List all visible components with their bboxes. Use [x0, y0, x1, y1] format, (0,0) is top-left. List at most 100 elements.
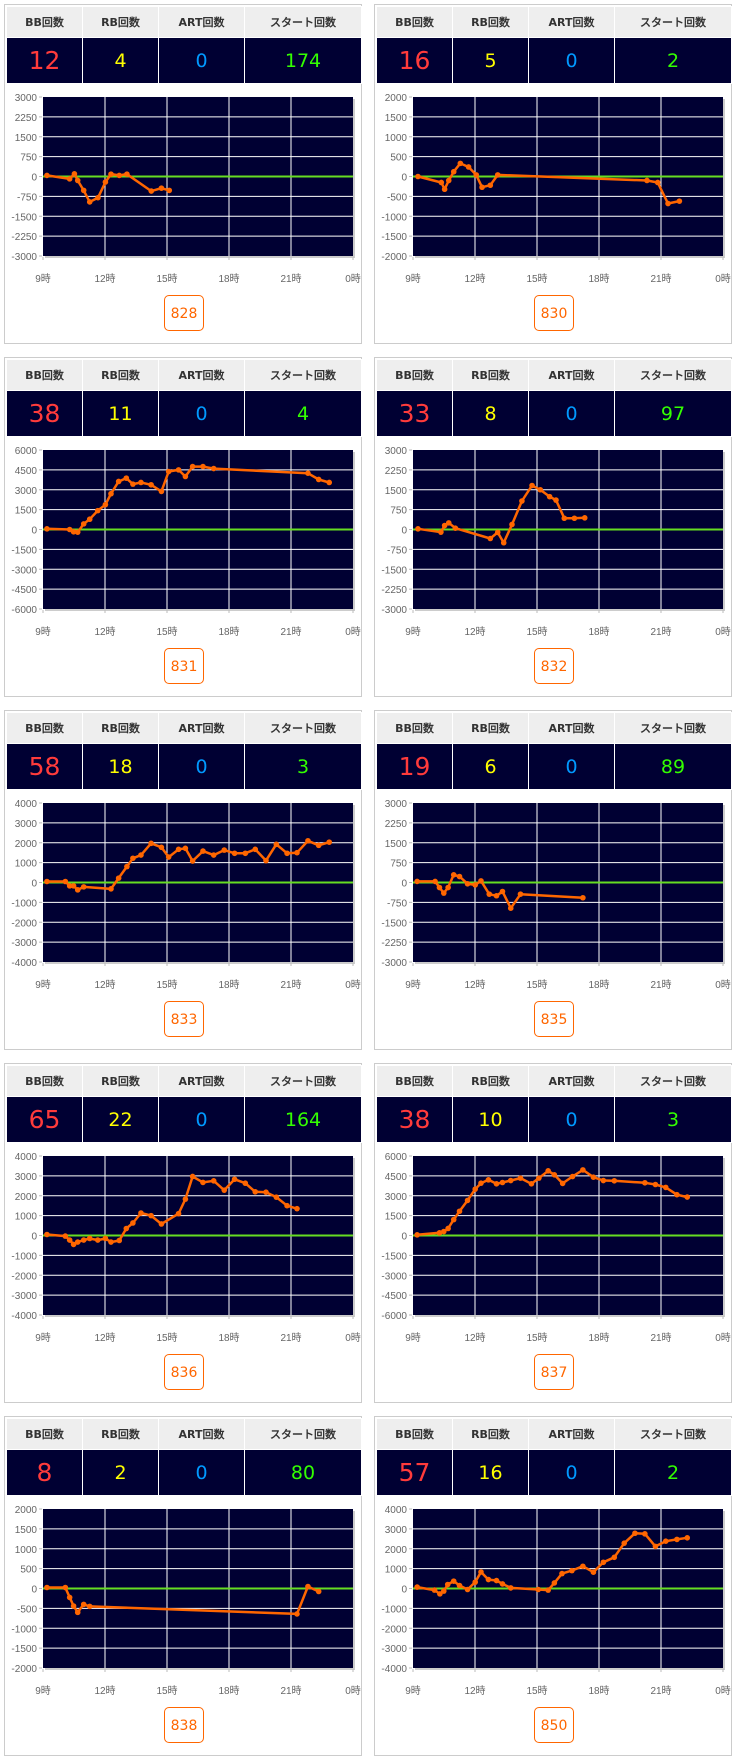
rb-count: 2 [82, 1449, 159, 1496]
data-point [200, 463, 206, 470]
data-point [124, 171, 130, 177]
x-tick-label: 9時 [405, 273, 421, 285]
x-tick-label: 9時 [405, 1332, 421, 1344]
data-point [414, 1232, 420, 1238]
data-point [102, 1235, 109, 1242]
x-tick-label: 21時 [280, 626, 301, 638]
data-point [108, 1239, 114, 1245]
start-count: 89 [614, 743, 732, 790]
art-header: ART回数 [528, 1418, 615, 1450]
y-tick-label: 3000 [15, 486, 38, 497]
data-point [493, 892, 500, 899]
y-tick-label: 2250 [385, 466, 408, 477]
data-point [507, 905, 514, 912]
data-point [478, 1569, 484, 1575]
data-point [148, 840, 154, 847]
y-tick-label: -2250 [381, 938, 407, 949]
data-point [621, 1540, 628, 1546]
bb-header: BB回数 [6, 1065, 83, 1097]
y-tick-label: -3000 [11, 1291, 37, 1302]
data-point [569, 1173, 576, 1180]
start-header: スタート回数 [244, 1418, 362, 1450]
stats-table: BB回数 RB回数 ART回数 スタート回数 65 22 0 164 [6, 1065, 362, 1143]
y-tick-label: -1000 [381, 1604, 407, 1615]
rb-count: 16 [452, 1449, 529, 1496]
bb-count: 65 [6, 1096, 83, 1143]
data-point [414, 1584, 420, 1590]
machine-number-button[interactable]: 828 [164, 295, 204, 331]
data-point [80, 187, 87, 194]
data-point [182, 473, 189, 480]
data-point [148, 188, 155, 194]
x-tick-label: 21時 [280, 273, 301, 285]
x-tick-label: 12時 [94, 1332, 115, 1344]
rb-header: RB回数 [82, 712, 159, 744]
data-point [252, 1188, 259, 1195]
start-count: 97 [614, 390, 732, 437]
x-tick-label: 15時 [156, 273, 177, 285]
y-tick-label: -1000 [381, 212, 407, 223]
x-tick-label: 0時 [345, 1332, 361, 1344]
x-tick-label: 0時 [715, 626, 731, 638]
data-point [44, 878, 50, 885]
data-point [644, 177, 650, 184]
art-count: 0 [158, 390, 245, 437]
data-point [74, 1609, 81, 1616]
machine-number-button[interactable]: 838 [164, 1707, 204, 1743]
data-point [284, 1202, 290, 1209]
x-tick-label: 15時 [156, 626, 177, 638]
y-tick-label: 3000 [15, 1172, 38, 1183]
data-point [479, 184, 485, 191]
data-point [189, 463, 196, 470]
y-tick-label: -4000 [11, 1311, 37, 1322]
machine-number-button[interactable]: 836 [164, 1354, 204, 1390]
data-point [674, 1191, 680, 1198]
data-point [315, 842, 322, 849]
data-point [294, 1611, 300, 1617]
data-point [545, 1168, 551, 1174]
y-tick-label: 1500 [15, 1525, 38, 1536]
x-tick-label: 12時 [94, 1685, 115, 1697]
bb-header: BB回数 [376, 1065, 453, 1097]
machine-card: BB回数 RB回数 ART回数 スタート回数 38 11 0 4 831 6000 4500 3000… [4, 357, 362, 697]
data-point [662, 1538, 669, 1544]
data-point [305, 837, 311, 844]
data-point [478, 878, 484, 884]
stats-table: BB回数 RB回数 ART回数 スタート回数 8 2 0 80 [6, 1418, 362, 1496]
machine-number-button[interactable]: 831 [164, 648, 204, 684]
data-point [158, 844, 165, 851]
y-tick-label: -2000 [381, 1624, 407, 1635]
data-point [485, 1177, 492, 1183]
data-point [158, 488, 165, 495]
bb-count: 8 [6, 1449, 83, 1496]
data-point [472, 882, 479, 888]
data-point [263, 1189, 269, 1195]
y-tick-label: 6000 [15, 446, 38, 457]
x-tick-label: 0時 [715, 1685, 731, 1697]
y-tick-label: -1500 [381, 232, 407, 243]
y-tick-label: 0 [31, 526, 37, 537]
machine-number-button[interactable]: 837 [534, 1354, 574, 1390]
data-point [242, 850, 249, 857]
stats-table: BB回数 RB回数 ART回数 スタート回数 33 8 0 97 [376, 359, 732, 437]
data-point [517, 1175, 524, 1181]
bb-count: 16 [376, 37, 453, 84]
y-tick-label: 1500 [385, 113, 408, 124]
y-tick-label: -6000 [11, 605, 37, 616]
machine-number-button[interactable]: 832 [534, 648, 574, 684]
machine-number-button[interactable]: 830 [534, 295, 574, 331]
x-tick-label: 12時 [94, 273, 115, 285]
data-point [80, 884, 87, 890]
y-tick-label: 1500 [15, 506, 38, 517]
machine-number-button[interactable]: 850 [534, 1707, 574, 1743]
machine-number-button[interactable]: 833 [164, 1001, 204, 1037]
machine-card: BB回数 RB回数 ART回数 スタート回数 57 16 0 2 850 4000 3000 2000… [374, 1416, 732, 1756]
data-point [124, 863, 130, 870]
y-tick-label: -1500 [11, 545, 37, 556]
x-tick-label: 9時 [35, 626, 51, 638]
machine-number-button[interactable]: 835 [534, 1001, 574, 1037]
bb-count: 33 [376, 390, 453, 437]
data-point [305, 1583, 311, 1590]
data-point [44, 172, 50, 179]
data-point [175, 467, 182, 473]
